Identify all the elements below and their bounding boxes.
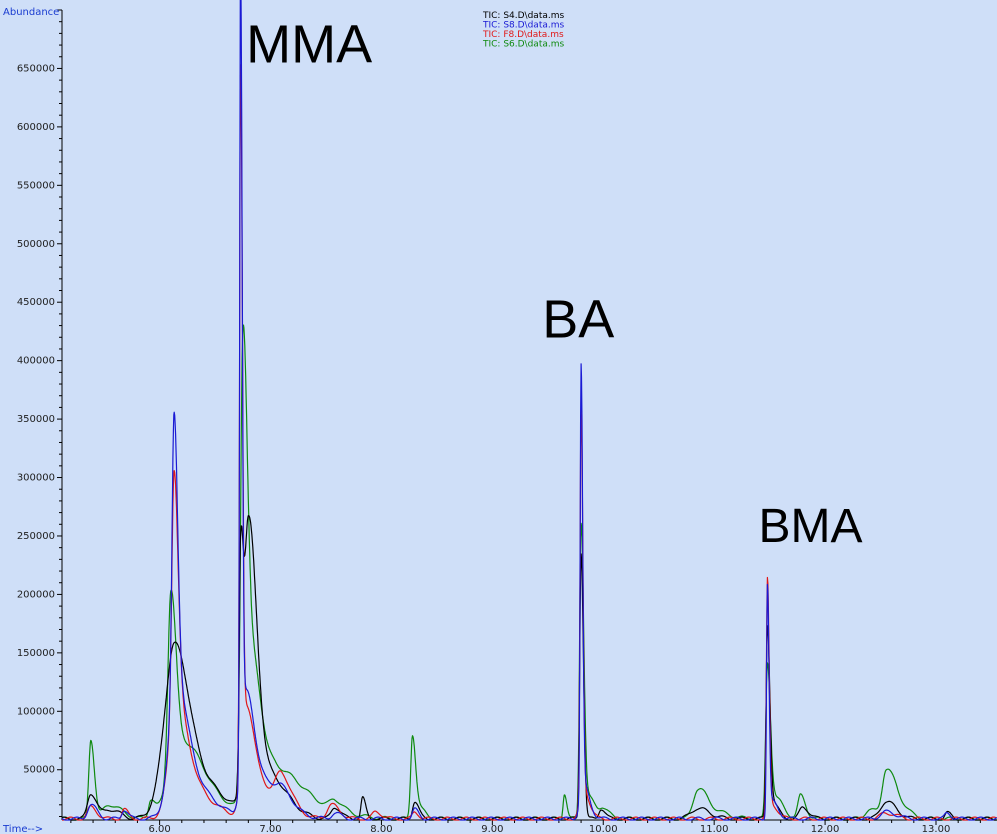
x-tick-label: 8.00 [370, 824, 392, 834]
y-tick-label: 600000 [17, 122, 55, 133]
legend-entry: TIC: S8.D\data.ms [482, 21, 564, 31]
peak-label-ba: BA [542, 289, 614, 349]
y-tick-label: 450000 [17, 297, 55, 308]
peak-label-mma: MMA [246, 15, 372, 75]
y-axis: 50000 100000 150000 200000 250000 300000 35000… [17, 9, 63, 820]
y-tick-label: 150000 [17, 648, 55, 659]
x-tick-label: 9.00 [481, 824, 503, 834]
y-tick-label: 300000 [17, 473, 55, 484]
legend-entry: TIC: S4.D\data.ms [482, 11, 564, 21]
y-tick-label: 400000 [17, 356, 55, 367]
y-tick-label: 350000 [17, 414, 55, 425]
x-tick-label: 13.00 [922, 824, 951, 834]
legend-entry: TIC: F8.D\data.ms [482, 30, 564, 40]
x-axis-title: Time--> [2, 824, 43, 834]
x-tick-label: 11.00 [700, 824, 729, 834]
series-layer [61, 0, 997, 821]
series-line-2 [61, 0, 997, 821]
y-tick-label: 550000 [17, 180, 55, 191]
x-tick-label: 10.00 [589, 824, 618, 834]
legend-entry: TIC: S6.D\data.ms [482, 40, 564, 50]
x-tick-label: 7.00 [259, 824, 281, 834]
x-tick-label: 6.00 [148, 824, 170, 834]
x-tick-label: 12.00 [811, 824, 840, 834]
y-tick-label: 200000 [17, 589, 55, 600]
y-tick-label: 50000 [23, 765, 55, 776]
y-axis-title: Abundance [3, 7, 59, 18]
annotation-layer: MMA BA BMA [246, 15, 862, 553]
y-tick-label: 650000 [17, 63, 55, 74]
peak-label-bma: BMA [759, 500, 863, 553]
series-line-1 [61, 514, 997, 821]
y-tick-label: 500000 [17, 239, 55, 250]
y-tick-label: 100000 [17, 706, 55, 717]
y-tick-label: 250000 [17, 531, 55, 542]
